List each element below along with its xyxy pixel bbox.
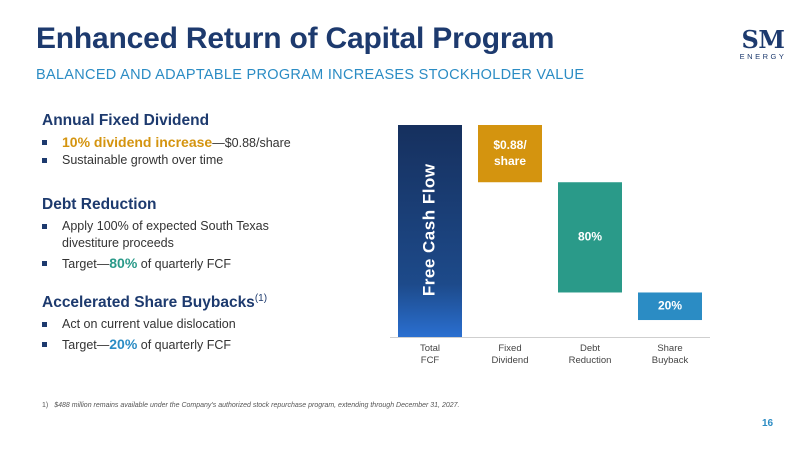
- bullet-square-icon: [42, 342, 47, 348]
- buyback-target-suffix: of quarterly FCF: [137, 338, 232, 353]
- logo-mark: SM: [741, 25, 785, 54]
- dividend-section: Annual Fixed Dividend 10% dividend incre…: [42, 112, 291, 169]
- bar-label-debt: 80%: [578, 230, 602, 244]
- bar-dividend: [478, 125, 542, 183]
- footnote-number: 1): [42, 402, 49, 409]
- bullet-item: Target—80% of quarterly FCF: [42, 255, 269, 273]
- debt-section: Debt Reduction Apply 100% of expected So…: [42, 196, 269, 273]
- dividend-bullets: 10% dividend increase—$0.88/share Sustai…: [42, 134, 291, 169]
- bullet-item: Target—20% of quarterly FCF: [42, 336, 267, 354]
- bar-label-total: Free Cash Flow: [419, 163, 438, 296]
- dividend-amount-text: —$0.88/share: [212, 136, 291, 150]
- bullet-item: Apply 100% of expected South Texas dives…: [42, 218, 269, 252]
- bar-label-buyback: 20%: [658, 298, 682, 312]
- page-subtitle: BALANCED AND ADAPTABLE PROGRAM INCREASES…: [36, 67, 585, 83]
- buyback-heading-text: Accelerated Share Buybacks: [42, 294, 255, 312]
- bullet-item: 10% dividend increase—$0.88/share: [42, 134, 291, 152]
- category-label-dividend: Dividend: [492, 355, 529, 366]
- bullet-square-icon: [42, 140, 47, 145]
- category-label-buyback: Buyback: [652, 355, 689, 366]
- category-label-dividend: Fixed: [498, 343, 521, 354]
- footnote-text: $488 million remains available under the…: [54, 402, 460, 409]
- debt-bullets: Apply 100% of expected South Texas dives…: [42, 218, 269, 273]
- buyback-section: Accelerated Share Buybacks(1) Act on cur…: [42, 293, 267, 354]
- debt-proceeds-line2: divestiture proceeds: [62, 236, 174, 250]
- bullet-square-icon: [42, 158, 47, 163]
- footnote: 1) $488 million remains available under t…: [42, 402, 459, 409]
- debt-heading: Debt Reduction: [42, 196, 157, 213]
- category-label-buyback: Share: [657, 343, 682, 354]
- sm-energy-logo: SM ENERGY: [738, 25, 788, 62]
- buyback-heading: Accelerated Share Buybacks(1): [42, 293, 267, 312]
- bullet-square-icon: [42, 322, 47, 328]
- dividend-growth-text: Sustainable growth over time: [62, 153, 224, 167]
- dividend-increase-highlight: 10% dividend increase: [62, 134, 213, 150]
- logo-subtext: ENERGY: [739, 52, 787, 61]
- debt-target-suffix: of quarterly FCF: [137, 257, 232, 271]
- category-label-debt: Reduction: [569, 355, 612, 366]
- debt-proceeds-line1: Apply 100% of expected South Texas: [62, 219, 269, 233]
- bullet-item: Sustainable growth over time: [42, 152, 291, 169]
- buyback-dislocation-text: Act on current value dislocation: [62, 317, 236, 332]
- bar-label-dividend: $0.88/: [493, 138, 527, 152]
- page-title: Enhanced Return of Capital Program: [36, 22, 555, 55]
- buyback-target-highlight: 20%: [109, 336, 138, 353]
- bullet-square-icon: [42, 261, 47, 266]
- bullet-item: Act on current value dislocation: [42, 316, 267, 333]
- bar-buyback: [638, 292, 702, 321]
- bar-label-dividend: share: [494, 154, 526, 168]
- buyback-bullets: Act on current value dislocation Target—…: [42, 316, 267, 354]
- category-label-total: FCF: [421, 355, 440, 366]
- buyback-footnote-ref: (1): [254, 293, 268, 304]
- category-label-total: Total: [420, 343, 440, 354]
- debt-target-highlight: 80%: [109, 255, 138, 271]
- bar-debt: [558, 182, 622, 293]
- page-number: 16: [762, 418, 774, 429]
- bullet-square-icon: [42, 224, 47, 229]
- dividend-heading: Annual Fixed Dividend: [42, 112, 210, 129]
- debt-target-prefix: Target—: [62, 257, 110, 271]
- bar-total: [398, 125, 462, 337]
- buyback-target-prefix: Target—: [62, 338, 110, 353]
- category-label-debt: Debt: [580, 343, 600, 354]
